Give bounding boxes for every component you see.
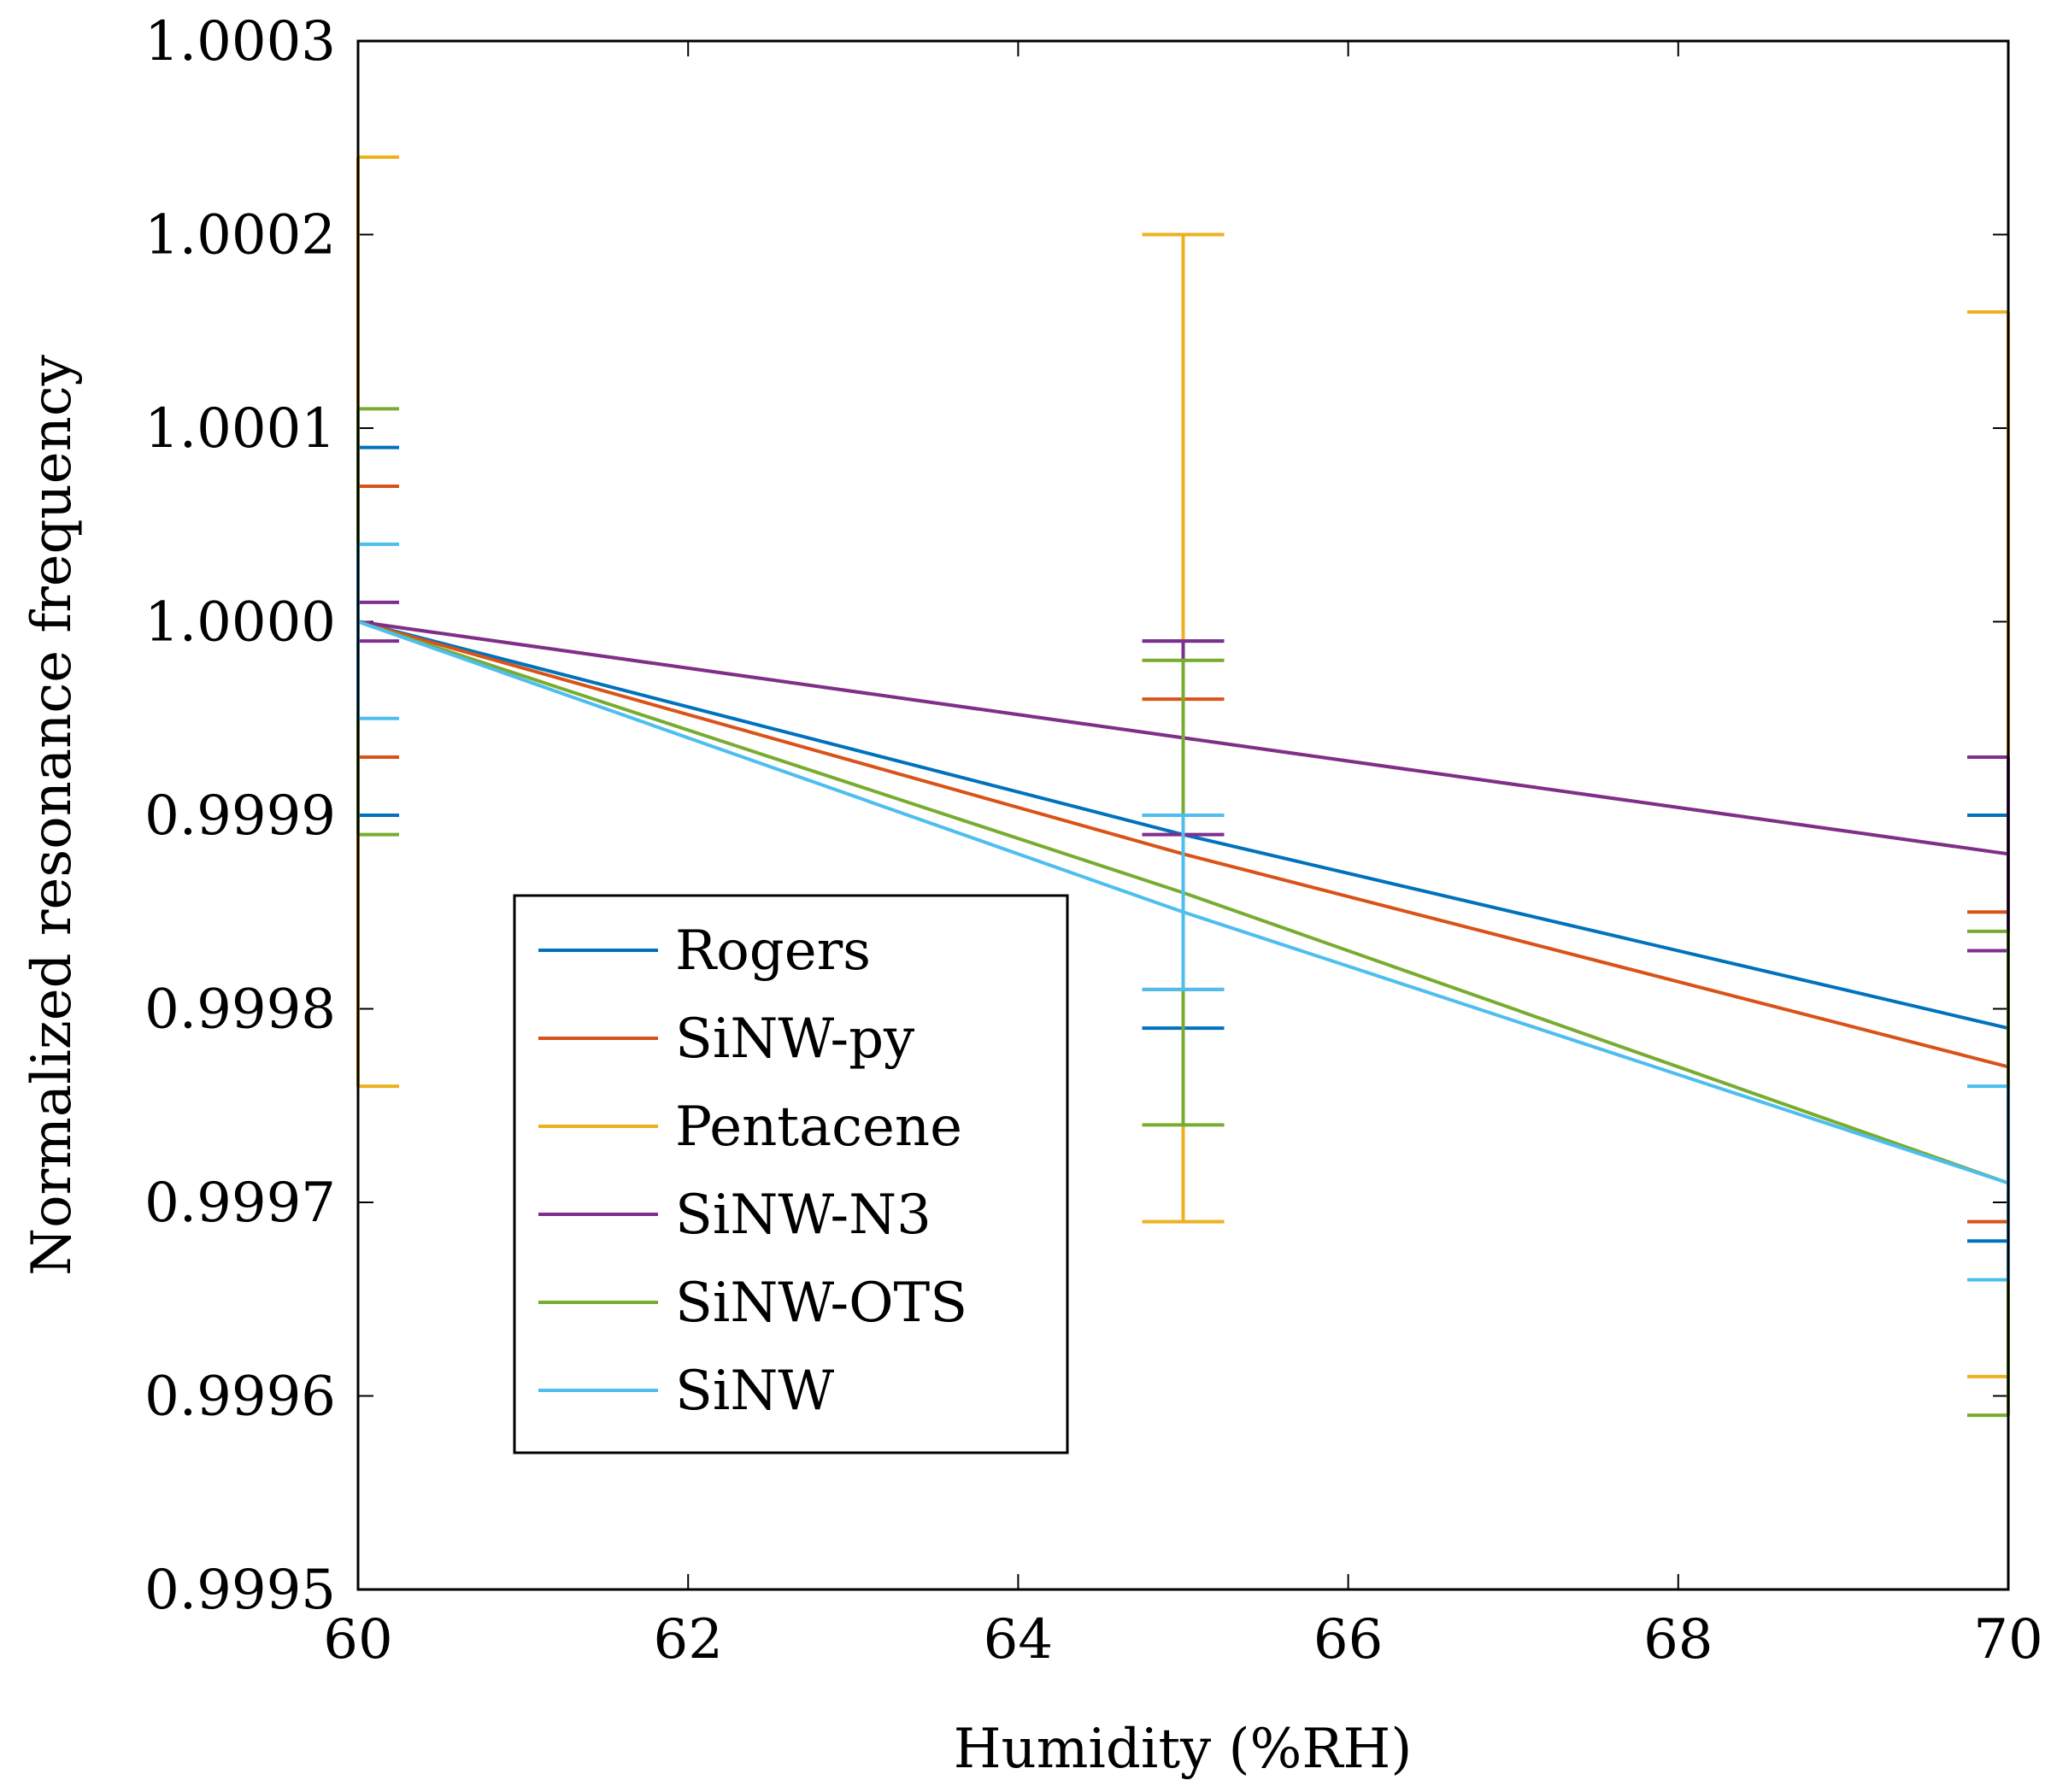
legend: Rogers SiNW-py Pentacene SiNW-N3 SiNW-OTS SiN…: [513, 894, 1069, 1454]
legend-label-sinw-n3: SiNW-N3: [675, 1184, 931, 1247]
x-axis-title: Humidity (%RH): [954, 1718, 1413, 1781]
legend-label-pentacene: Pentacene: [675, 1096, 962, 1159]
x-tick-label: 66: [1313, 1608, 1383, 1672]
legend-label-sinw-ots: SiNW-OTS: [675, 1272, 967, 1335]
x-tick-label: 64: [984, 1608, 1053, 1672]
legend-label-sinw: SiNW: [675, 1360, 834, 1423]
y-tick-label: 0.9996: [144, 1366, 336, 1429]
x-tick-label: 62: [653, 1608, 722, 1672]
legend-label-rogers: Rogers: [675, 920, 871, 983]
legend-label-sinw-py: SiNW-py: [675, 1008, 914, 1071]
y-tick-label: 1.0003: [144, 10, 336, 73]
y-tick-label: 0.9995: [144, 1559, 336, 1622]
y-tick-label: 0.9997: [144, 1172, 336, 1235]
y-tick-label: 0.9998: [144, 978, 336, 1042]
x-tick-label: 60: [323, 1608, 392, 1672]
y-tick-label: 0.9999: [144, 784, 336, 848]
x-tick-label: 70: [1973, 1608, 2042, 1672]
plot-frame: [356, 39, 2010, 1591]
legend-box: [513, 894, 1069, 1454]
y-tick-label: 1.0001: [144, 397, 336, 461]
y-tick-label: 1.0000: [144, 591, 336, 655]
y-axis-title: Normalized resonance frequency: [21, 355, 84, 1276]
x-tick-label: 68: [1643, 1608, 1713, 1672]
y-tick-label: 1.0002: [144, 204, 336, 267]
